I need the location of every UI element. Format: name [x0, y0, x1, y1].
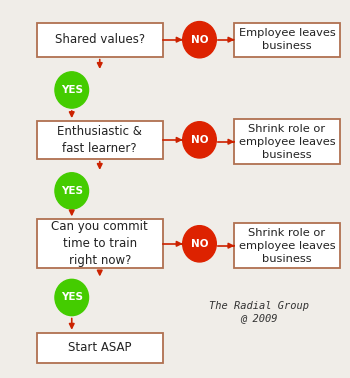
Text: The Radial Group
@ 2009: The Radial Group @ 2009	[209, 301, 309, 323]
FancyBboxPatch shape	[234, 223, 340, 268]
FancyBboxPatch shape	[37, 23, 163, 57]
Text: Can you commit
time to train
right now?: Can you commit time to train right now?	[51, 220, 148, 267]
Circle shape	[183, 226, 216, 262]
Circle shape	[183, 22, 216, 58]
Circle shape	[183, 122, 216, 158]
Text: Enthusiastic &
fast learner?: Enthusiastic & fast learner?	[57, 125, 142, 155]
Circle shape	[55, 173, 89, 209]
Circle shape	[55, 72, 89, 108]
FancyBboxPatch shape	[234, 23, 340, 57]
Text: Employee leaves
business: Employee leaves business	[239, 28, 335, 51]
Text: NO: NO	[191, 35, 208, 45]
FancyBboxPatch shape	[37, 121, 163, 159]
FancyBboxPatch shape	[234, 119, 340, 164]
Text: NO: NO	[191, 239, 208, 249]
Text: Start ASAP: Start ASAP	[68, 341, 132, 354]
Text: Shared values?: Shared values?	[55, 33, 145, 46]
FancyBboxPatch shape	[37, 333, 163, 363]
Text: YES: YES	[61, 293, 83, 302]
Text: YES: YES	[61, 186, 83, 196]
Text: NO: NO	[191, 135, 208, 145]
Text: YES: YES	[61, 85, 83, 95]
FancyBboxPatch shape	[37, 219, 163, 268]
Circle shape	[55, 279, 89, 316]
Text: Shrink role or
employee leaves
business: Shrink role or employee leaves business	[239, 228, 335, 264]
Text: Shrink role or
employee leaves
business: Shrink role or employee leaves business	[239, 124, 335, 160]
